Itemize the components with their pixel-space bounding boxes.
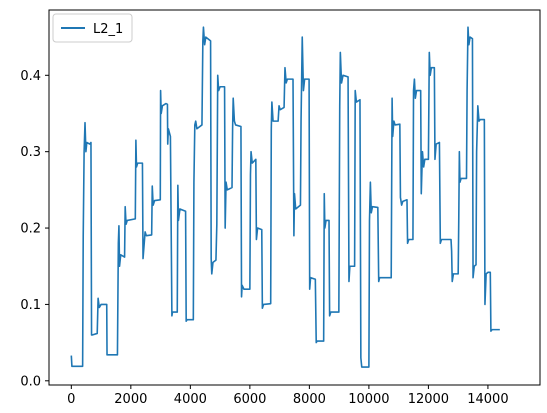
- y-tick-label: 0.1: [20, 298, 41, 313]
- x-tick-label: 0: [67, 392, 75, 407]
- x-axis: 0 2000 4000 6000 8000 10000 12000 14000: [67, 385, 509, 407]
- x-tick-label: 10000: [348, 392, 389, 407]
- x-tick-label: 14000: [467, 392, 508, 407]
- x-tick-label: 6000: [233, 392, 266, 407]
- series-layer: [70, 26, 500, 368]
- y-tick-label: 0.3: [20, 145, 41, 160]
- x-tick-label: 8000: [293, 392, 326, 407]
- plot-area: [48, 9, 541, 386]
- axes-frame: [48, 9, 541, 386]
- y-tick-label: 0.0: [20, 374, 41, 389]
- y-tick-label: 0.2: [20, 222, 41, 237]
- legend: L2_1: [52, 13, 133, 43]
- legend-box: [52, 13, 133, 43]
- legend-label: L2_1: [93, 22, 123, 37]
- x-tick-label: 4000: [174, 392, 207, 407]
- series-line-l2-1: [70, 26, 500, 368]
- x-tick-label: 2000: [114, 392, 147, 407]
- y-axis: 0.0 0.1 0.2 0.3 0.4: [20, 69, 49, 389]
- y-tick-label: 0.4: [20, 69, 41, 84]
- x-tick-label: 12000: [408, 392, 449, 407]
